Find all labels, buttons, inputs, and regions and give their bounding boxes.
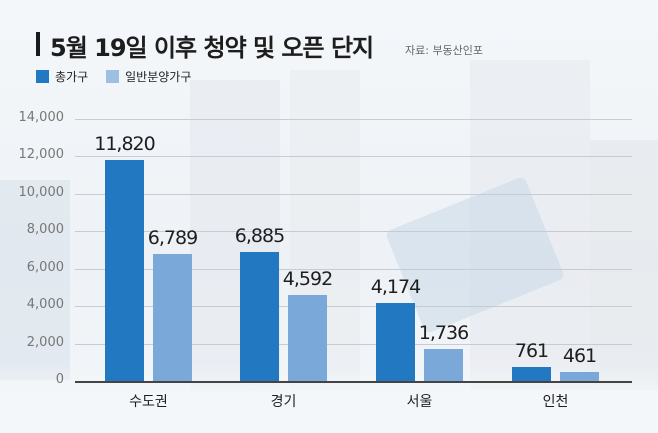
y-tick-label: 8,000: [26, 222, 64, 238]
y-tick-label: 10,000: [18, 184, 65, 200]
value-label: 4,592: [282, 268, 333, 291]
value-label: 761: [514, 339, 549, 362]
bar-total: [376, 302, 415, 381]
bar-general: [153, 253, 192, 381]
chart-title: 5월 19일 이후 청약 및 오픈 단지: [50, 34, 374, 62]
bar-total: [240, 252, 279, 381]
y-tick-label: 14,000: [18, 110, 65, 125]
title-accent-bar: [36, 32, 40, 56]
value-label: 11,820: [94, 132, 155, 155]
value-label: 6,789: [147, 226, 198, 249]
legend-item-total: 총가구: [36, 68, 88, 85]
gridline: [75, 156, 632, 158]
legend-swatch-general: [106, 70, 120, 83]
x-category-label: 경기: [270, 394, 297, 410]
value-label: 1,736: [418, 321, 469, 344]
x-category-label: 인천: [542, 394, 569, 410]
legend-swatch-total: [36, 70, 49, 83]
x-category-label: 수도권: [129, 394, 168, 410]
y-tick-label: 6,000: [26, 259, 64, 275]
legend-label: 총가구: [55, 70, 89, 84]
x-category-label: 서울: [406, 394, 433, 410]
building-shape: [590, 140, 658, 390]
bar-general: [560, 372, 599, 381]
value-label: 6,885: [234, 225, 285, 248]
legend-item-general: 일반분양가구: [106, 68, 191, 85]
gridline: [75, 193, 632, 195]
y-tick-label: 12,000: [18, 147, 65, 163]
gridline: [75, 306, 632, 308]
gridline: [75, 268, 632, 270]
y-tick-label: 4,000: [26, 297, 64, 313]
y-tick-label: 0: [55, 372, 64, 387]
gridline: [75, 231, 632, 233]
x-axis-line: [75, 381, 632, 383]
gridline: [75, 119, 632, 120]
bar-total: [512, 366, 551, 381]
bar-total: [105, 159, 144, 381]
legend: 총가구 일반분양가구: [36, 68, 209, 85]
building-shape: [0, 180, 70, 380]
value-label: 461: [562, 345, 597, 368]
gridline: [75, 343, 632, 345]
legend-label: 일반분양가구: [125, 70, 192, 84]
bar-general: [424, 348, 463, 381]
bar-general: [288, 295, 327, 381]
value-label: 4,174: [370, 275, 421, 298]
y-tick-label: 2,000: [26, 334, 64, 350]
chart-source: 자료: 부동산인포: [405, 44, 484, 57]
